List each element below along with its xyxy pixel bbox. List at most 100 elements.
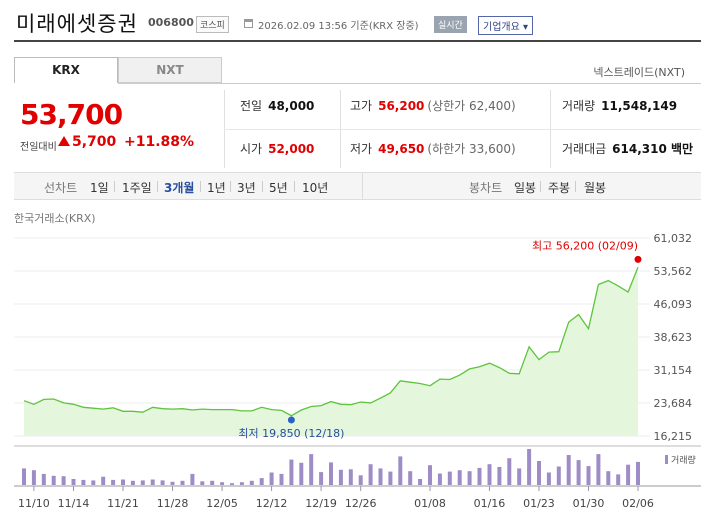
high-marker (634, 255, 642, 263)
exchange-label: 한국거래소(KRX) (14, 212, 96, 225)
period-separator (157, 181, 158, 192)
volume-bar (467, 471, 472, 485)
stock-name: 미래에셋증권 (16, 12, 138, 36)
volume-bar (309, 454, 314, 485)
candle-daily[interactable]: 일봉 (514, 181, 537, 195)
volume-bar (140, 480, 145, 485)
stat-high: 고가 56,200 (상한가 62,400) (350, 97, 516, 114)
y-tick-label: 16,215 (654, 430, 693, 443)
x-tick-label: 11/14 (58, 497, 90, 510)
stat-value: 56,200 (378, 99, 425, 113)
stat-upper-limit: (상한가 62,400) (427, 99, 516, 113)
stat-value: 49,650 (378, 142, 425, 156)
quote-timestamp: 2026.02.09 13:56 기준(KRX 장중) (258, 21, 419, 32)
period-separator (262, 181, 263, 192)
volume-bar (200, 481, 205, 485)
period-3y[interactable]: 3년 (237, 181, 256, 195)
realtime-button[interactable]: 실시간 (434, 16, 467, 33)
x-tick-label: 01/16 (474, 497, 506, 510)
period-10y[interactable]: 10년 (302, 181, 329, 195)
low-annotation: 최저 19,850 (12/18) (238, 427, 344, 440)
period-3m[interactable]: 3개월 (164, 181, 195, 195)
tab-underline (118, 83, 701, 84)
nextrade-link[interactable]: 넥스트레이드(NXT) (593, 66, 685, 79)
volume-bar (418, 479, 423, 485)
volume-legend-label: 거래량 (671, 454, 696, 466)
change-label: 전일대비 (20, 142, 57, 153)
tab-krx[interactable]: KRX (14, 57, 118, 83)
stat-label: 전일 (240, 99, 263, 113)
volume-bar (537, 461, 541, 485)
stat-volume: 거래량 11,548,149 (562, 97, 677, 114)
stat-prev-close: 전일 48,000 (240, 97, 314, 114)
volume-bar (91, 480, 96, 485)
stats-row-divider (224, 129, 701, 130)
y-tick-label: 23,684 (654, 397, 693, 410)
period-1d[interactable]: 1일 (90, 181, 109, 195)
volume-bar (566, 455, 571, 485)
price-change-percent: +11.88% (124, 134, 195, 150)
tab-nxt[interactable]: NXT (118, 57, 222, 83)
candle-weekly[interactable]: 주봉 (548, 181, 571, 195)
volume-bar (259, 478, 264, 485)
candle-monthly[interactable]: 월봉 (584, 181, 607, 195)
period-separator (575, 181, 576, 192)
period-separator (294, 181, 295, 192)
volume-bar (239, 482, 244, 485)
volume-bar (299, 462, 304, 485)
x-tick-label: 01/30 (573, 497, 605, 510)
stat-label: 시가 (240, 142, 263, 156)
price-change-value: 5,700 (72, 134, 117, 150)
x-tick-label: 01/08 (414, 497, 446, 510)
volume-bar (210, 480, 215, 485)
stat-value: 614,310 백만 (612, 142, 694, 156)
volume-legend-swatch (665, 455, 668, 464)
current-price: 53,700 (20, 98, 123, 131)
volume-bar (338, 469, 343, 485)
high-annotation: 최고 56,200 (02/09) (532, 239, 638, 252)
stat-value: 11,548,149 (601, 99, 678, 113)
x-tick-label: 01/23 (523, 497, 555, 510)
volume-bar (616, 474, 621, 485)
volume-bar (230, 483, 234, 485)
volume-bar (51, 475, 56, 485)
stat-label: 저가 (350, 142, 373, 156)
up-triangle-icon (58, 136, 70, 146)
stat-low: 저가 49,650 (하한가 33,600) (350, 140, 516, 157)
volume-bar (41, 473, 46, 485)
corp-info-dropdown[interactable]: 기업개요 ▾ (478, 16, 533, 35)
period-bar: 선차트 1일 1주일 3개월 1년 3년 5년 10년 봉차트 일봉 주봉 월봉 (14, 172, 701, 200)
volume-bar (586, 466, 591, 485)
price-line (23, 267, 639, 417)
volume-bar (487, 464, 492, 485)
period-5y[interactable]: 5년 (269, 181, 288, 195)
volume-bar (576, 460, 581, 485)
volume-bar (546, 472, 551, 485)
volume-bar (606, 471, 611, 485)
stat-value: 48,000 (268, 99, 315, 113)
clock-icon (244, 19, 253, 28)
volume-bar (368, 464, 373, 485)
period-1w[interactable]: 1주일 (122, 181, 152, 195)
y-tick-label: 46,093 (654, 298, 693, 311)
volume-bar (279, 473, 284, 485)
volume-bar (388, 471, 393, 485)
period-1y[interactable]: 1년 (207, 181, 226, 195)
volume-bar (437, 473, 442, 485)
volume-bar (626, 464, 631, 485)
x-tick-label: 12/05 (206, 497, 238, 510)
volume-bar (101, 476, 106, 485)
volume-bar (121, 479, 125, 485)
volume-bar (527, 449, 532, 485)
x-tick-label: 11/28 (157, 497, 189, 510)
stat-value: 52,000 (268, 142, 315, 156)
x-tick-label: 11/10 (18, 497, 50, 510)
stat-label: 고가 (350, 99, 373, 113)
header-divider (14, 40, 701, 42)
stat-amount: 거래대금 614,310 백만 (562, 140, 693, 157)
volume-bar (31, 470, 36, 485)
volume-bar (447, 471, 452, 485)
period-separator (200, 181, 201, 192)
volume-bar (220, 482, 225, 485)
